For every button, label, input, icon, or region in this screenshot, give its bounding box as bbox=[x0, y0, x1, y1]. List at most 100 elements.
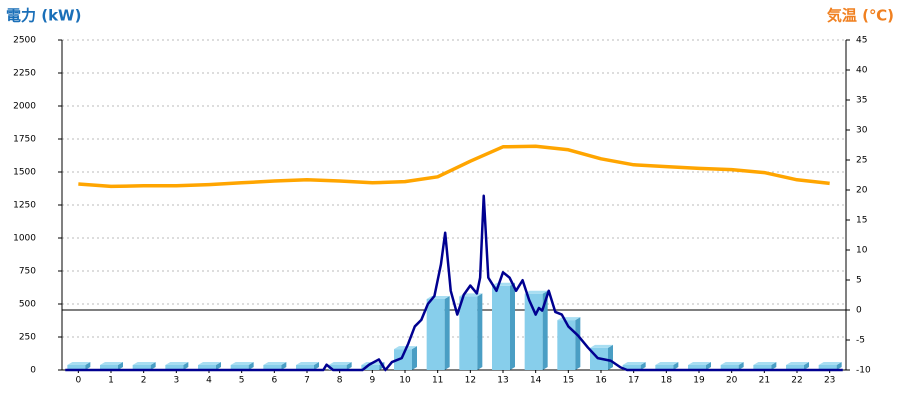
bar bbox=[165, 365, 184, 370]
x-tick-label: 20 bbox=[726, 376, 738, 386]
y2-tick-label: 30 bbox=[856, 126, 868, 136]
bar-side bbox=[640, 362, 646, 370]
bar bbox=[361, 365, 380, 370]
y2-tick-label: 35 bbox=[856, 96, 867, 106]
y2-tick-label: 15 bbox=[856, 216, 867, 226]
x-tick-label: 5 bbox=[239, 376, 245, 386]
x-tick-label: 22 bbox=[791, 376, 802, 386]
bar bbox=[622, 365, 641, 370]
x-tick-label: 17 bbox=[628, 376, 639, 386]
x-tick-label: 8 bbox=[337, 376, 343, 386]
bar-side bbox=[444, 296, 450, 370]
bar-side bbox=[412, 346, 417, 370]
bar-top bbox=[818, 362, 842, 365]
bar-side bbox=[281, 362, 287, 370]
x-tick-label: 14 bbox=[530, 376, 542, 386]
bar-top bbox=[296, 362, 319, 365]
bar bbox=[720, 365, 739, 370]
bar-top bbox=[328, 362, 352, 365]
y2-tick-label: -10 bbox=[856, 366, 871, 376]
y2-tick-label: 0 bbox=[856, 306, 862, 316]
temperature-line bbox=[78, 144, 830, 189]
y-tick-label: 2250 bbox=[13, 69, 36, 79]
bar-side bbox=[150, 362, 156, 370]
bar bbox=[818, 365, 837, 370]
x-tick-label: 16 bbox=[595, 376, 607, 386]
y-tick-label: 0 bbox=[30, 366, 36, 376]
bar-top bbox=[67, 362, 91, 365]
bar-top bbox=[622, 362, 646, 365]
bar-side bbox=[85, 362, 91, 370]
bar-side bbox=[346, 362, 352, 370]
x-tick-label: 12 bbox=[465, 376, 476, 386]
bar bbox=[688, 365, 706, 370]
bar bbox=[328, 365, 347, 370]
bar-side bbox=[738, 362, 744, 370]
x-tick-label: 13 bbox=[497, 376, 508, 386]
bar-side bbox=[248, 362, 254, 370]
power-line bbox=[65, 194, 843, 372]
y-tick-label: 1000 bbox=[13, 234, 36, 244]
bar bbox=[230, 365, 249, 370]
bar-top bbox=[753, 362, 777, 365]
bar-top bbox=[198, 362, 221, 365]
x-tick-label: 23 bbox=[824, 376, 835, 386]
bar bbox=[786, 365, 804, 370]
bar bbox=[557, 320, 576, 370]
y2-tick-label: 5 bbox=[856, 276, 862, 286]
bar-side bbox=[836, 362, 842, 370]
y-tick-label: 1250 bbox=[13, 201, 36, 211]
x-tick-label: 3 bbox=[173, 376, 179, 386]
bar bbox=[67, 365, 86, 370]
y2-tick-label: 45 bbox=[856, 36, 867, 46]
bar-top bbox=[688, 362, 711, 365]
y2-axis-title: 気温 (℃) bbox=[827, 7, 894, 25]
bar-side bbox=[804, 362, 809, 370]
x-tick-label: 7 bbox=[304, 376, 310, 386]
y-tick-label: 750 bbox=[19, 267, 36, 277]
x-tick-label: 4 bbox=[206, 376, 212, 386]
bar-side bbox=[477, 293, 483, 370]
x-tick-label: 6 bbox=[271, 376, 277, 386]
bar-side bbox=[673, 362, 679, 370]
bar bbox=[394, 349, 412, 370]
bar bbox=[263, 365, 282, 370]
bar-top bbox=[524, 290, 548, 294]
y2-tick-label: 20 bbox=[856, 186, 868, 196]
bar bbox=[198, 365, 216, 370]
bar-side bbox=[608, 344, 613, 370]
bar-top bbox=[263, 362, 287, 365]
bar-top bbox=[165, 362, 189, 365]
y-tick-label: 250 bbox=[19, 333, 36, 343]
y-tick-label: 1750 bbox=[13, 135, 36, 145]
y2-tick-label: 40 bbox=[856, 66, 868, 76]
x-tick-label: 10 bbox=[399, 376, 411, 386]
x-tick-label: 1 bbox=[108, 376, 114, 386]
bar-top bbox=[590, 344, 613, 348]
y-tick-label: 1500 bbox=[13, 168, 36, 178]
x-tick-label: 0 bbox=[75, 376, 81, 386]
bar bbox=[132, 365, 151, 370]
bar bbox=[426, 299, 445, 370]
bar-side bbox=[510, 282, 515, 370]
bar bbox=[459, 296, 478, 370]
x-tick-label: 15 bbox=[563, 376, 574, 386]
x-tick-label: 21 bbox=[759, 376, 770, 386]
bar-top bbox=[786, 362, 809, 365]
y-tick-label: 2500 bbox=[13, 36, 36, 46]
bar bbox=[492, 285, 510, 370]
x-tick-label: 19 bbox=[693, 376, 705, 386]
bar-side bbox=[183, 362, 189, 370]
bar-side bbox=[542, 290, 548, 370]
bar-side bbox=[706, 362, 711, 370]
x-tick-label: 9 bbox=[369, 376, 375, 386]
bar-top bbox=[230, 362, 254, 365]
bar-side bbox=[575, 317, 581, 370]
bar bbox=[753, 365, 772, 370]
bar-side bbox=[118, 362, 123, 370]
bar-top bbox=[720, 362, 744, 365]
y2-tick-label: 10 bbox=[856, 246, 868, 256]
x-tick-label: 11 bbox=[432, 376, 443, 386]
bar-side bbox=[314, 362, 319, 370]
